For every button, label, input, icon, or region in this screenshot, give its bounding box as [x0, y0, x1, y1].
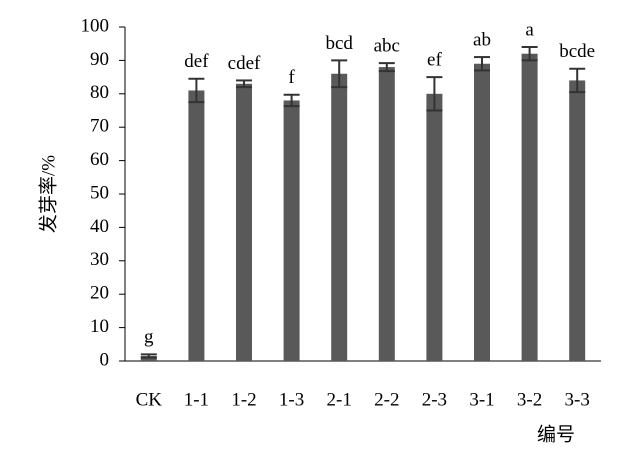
significance-letter: bcde [559, 41, 595, 62]
bar [569, 80, 586, 361]
bar [378, 67, 395, 361]
y-tick-label: 80 [90, 82, 109, 103]
x-tick-label: CK [136, 389, 163, 410]
significance-letter: def [184, 51, 209, 72]
significance-letter: bcd [325, 33, 353, 54]
bar [236, 83, 252, 361]
x-tick-label: 1-1 [184, 389, 209, 410]
significance-letter: ef [427, 49, 442, 70]
significance-letter: abc [374, 35, 400, 56]
y-tick-label: 10 [90, 316, 109, 337]
y-tick-label: 50 [90, 182, 109, 203]
significance-letter: cdef [228, 53, 261, 74]
bar [474, 63, 490, 362]
y-tick-label: 20 [90, 283, 109, 304]
x-tick-label: 1-3 [279, 389, 304, 410]
y-tick-label: 70 [90, 116, 109, 137]
x-tick-label: 2-1 [327, 389, 352, 410]
y-tick-label: 60 [90, 149, 109, 170]
significance-letter: a [525, 19, 534, 40]
bar [521, 53, 538, 361]
y-tick-label: 100 [81, 15, 110, 36]
x-tick-label: 3-3 [565, 389, 590, 410]
y-tick-label: 90 [90, 49, 109, 70]
x-tick-label: 3-2 [517, 389, 542, 410]
significance-letter: f [288, 67, 295, 88]
x-tick-label: 2-3 [422, 389, 447, 410]
y-axis-label: 发芽率/% [37, 155, 59, 233]
bar [426, 93, 443, 362]
x-axis-label: 编号 [537, 423, 575, 445]
y-tick-label: 0 [100, 349, 110, 370]
significance-letter: g [144, 327, 154, 348]
bar [331, 73, 348, 361]
y-tick-label: 30 [90, 249, 109, 270]
y-tick-label: 40 [90, 216, 109, 237]
x-tick-label: 1-2 [231, 389, 256, 410]
bar [188, 90, 205, 362]
x-tick-label: 3-1 [469, 389, 494, 410]
significance-letter: ab [473, 29, 491, 50]
bar [283, 100, 300, 361]
x-tick-label: 2-2 [374, 389, 399, 410]
